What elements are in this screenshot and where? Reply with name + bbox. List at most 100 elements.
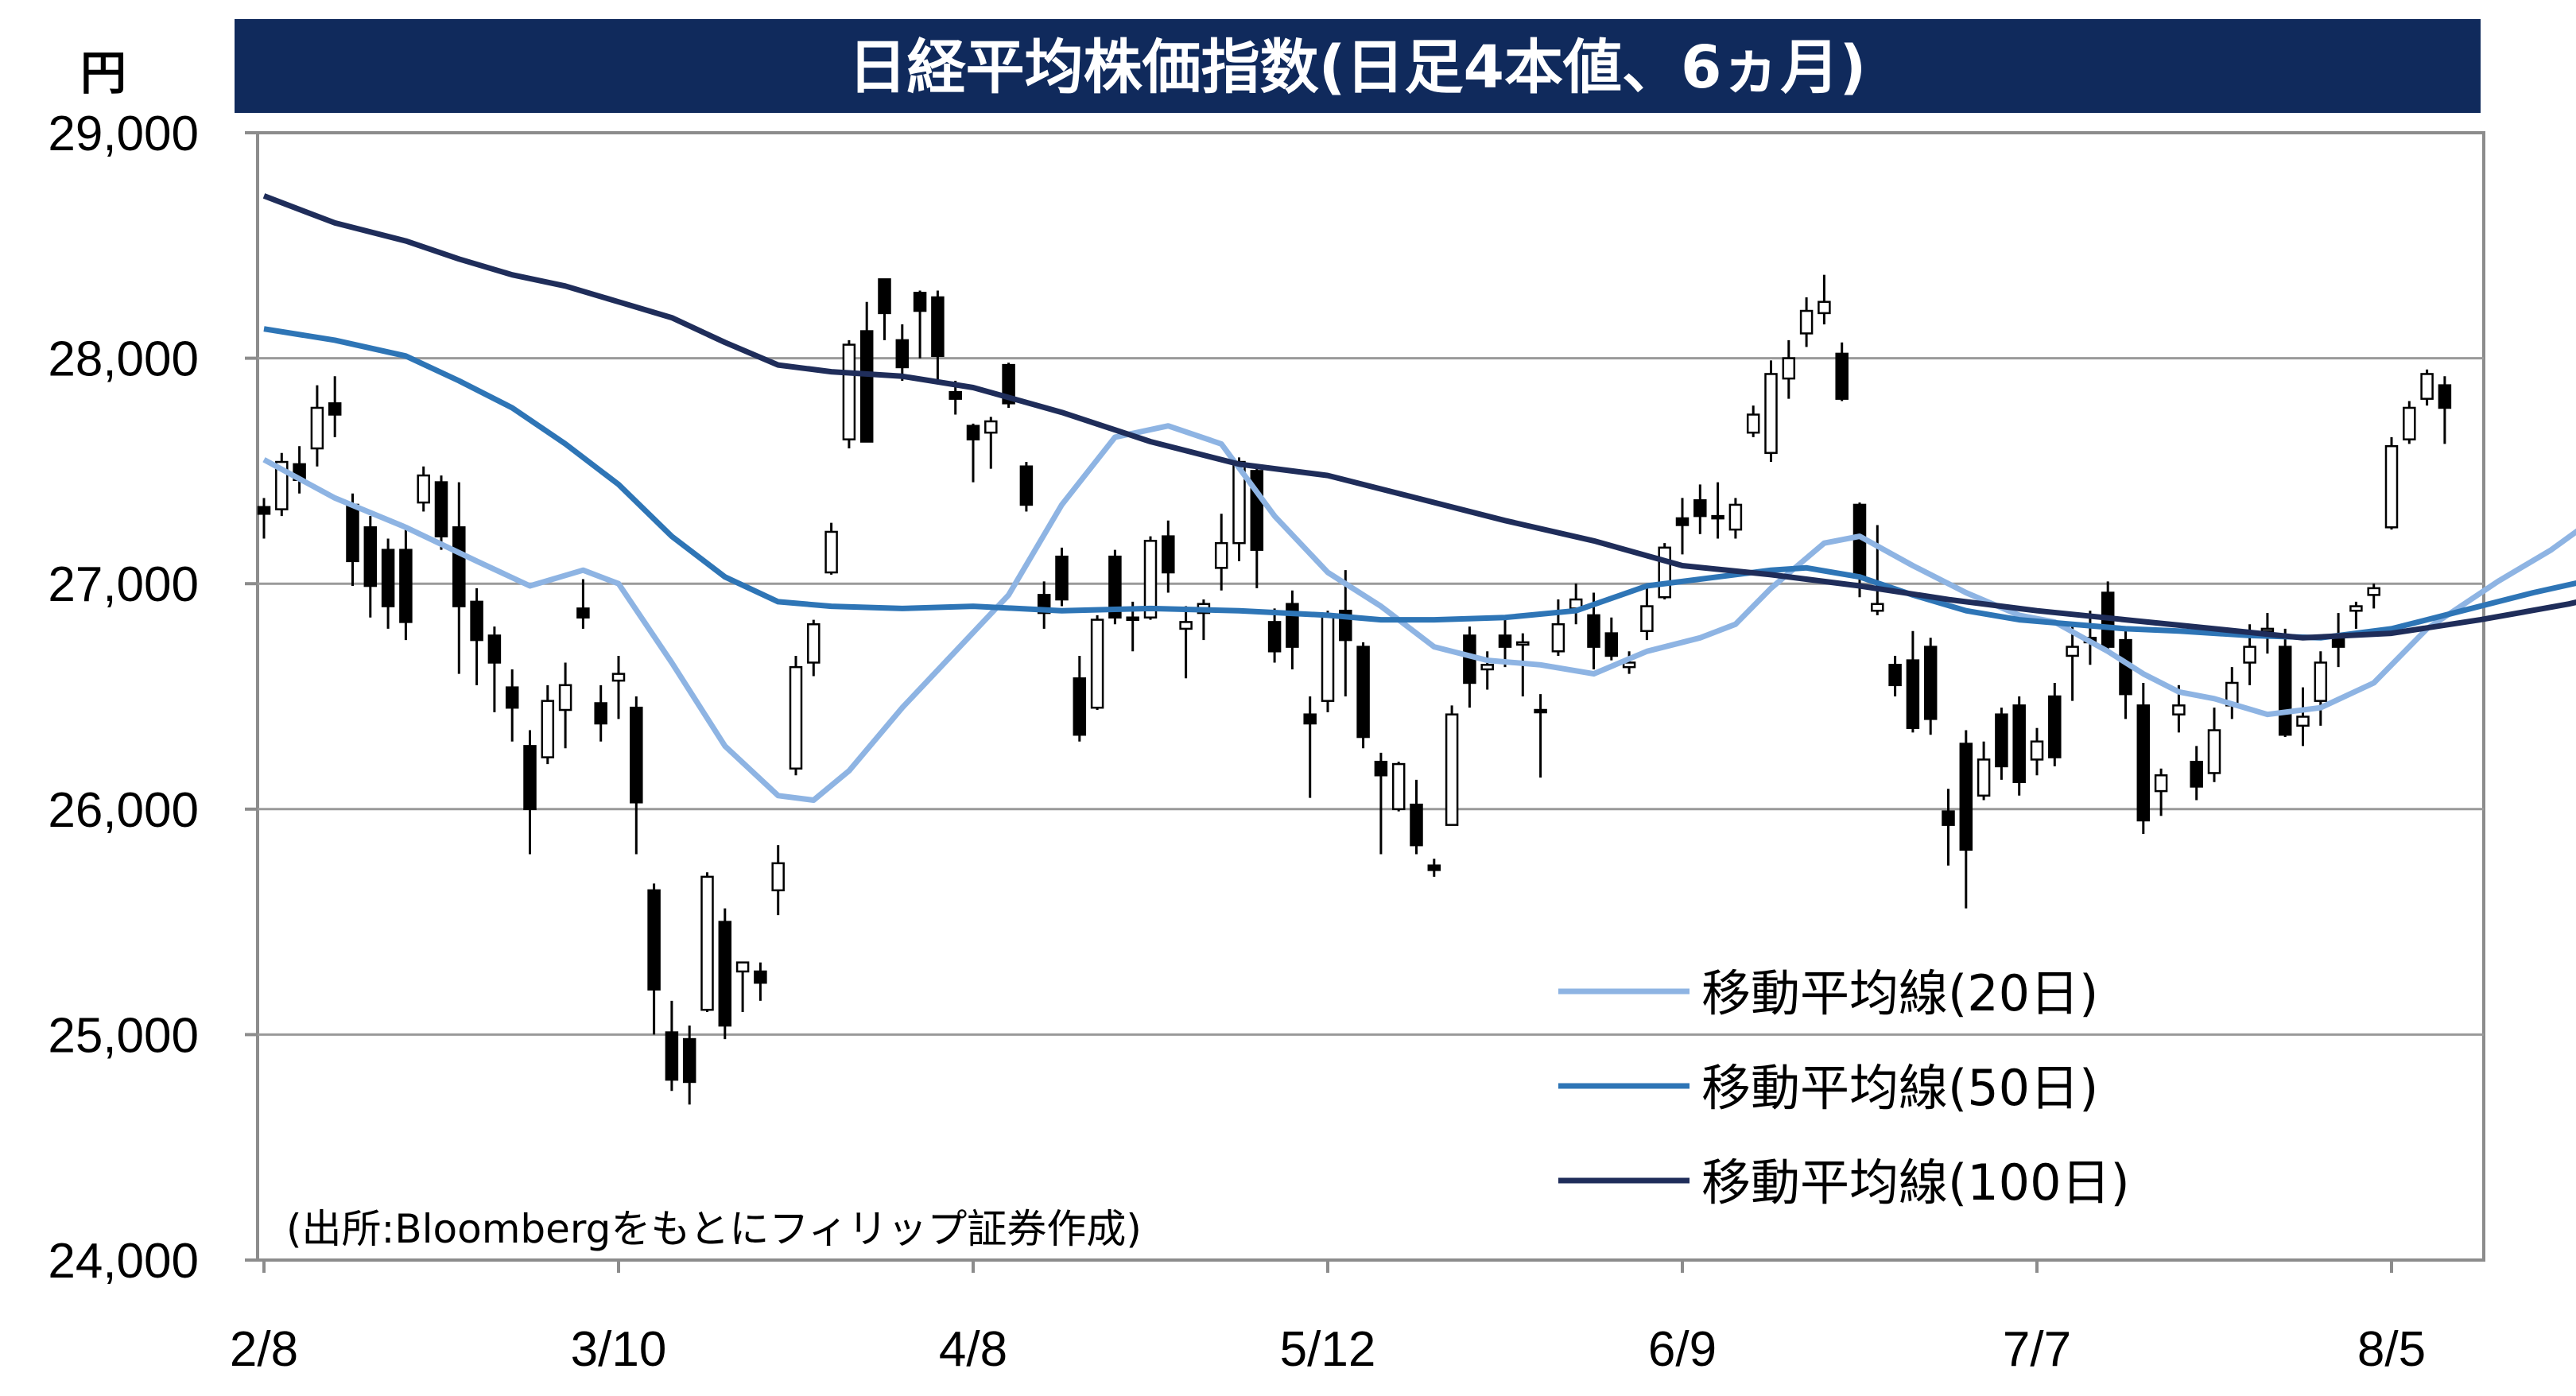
candle bbox=[2207, 708, 2221, 782]
moving-average-line-3 bbox=[262, 193, 2576, 641]
candle bbox=[718, 908, 732, 1040]
candle bbox=[1410, 779, 1423, 855]
candle bbox=[984, 417, 998, 469]
y-gridlines bbox=[258, 357, 2484, 1036]
candle-body-up bbox=[2349, 605, 2363, 612]
source-note: (出所:Bloombergをもとにフィリップ証券作成) bbox=[286, 1206, 1142, 1252]
candle-body-down bbox=[1427, 864, 1441, 871]
candle bbox=[824, 522, 838, 575]
candle-body-up bbox=[1977, 758, 1991, 797]
candle bbox=[1818, 274, 1831, 325]
x-tick-label: 7/7 bbox=[2003, 1322, 2071, 1377]
candle bbox=[1073, 655, 1087, 742]
candle bbox=[1463, 626, 1476, 708]
candle-body-down bbox=[1126, 616, 1139, 621]
candle-body-down bbox=[594, 702, 607, 725]
candle bbox=[878, 278, 891, 340]
candle bbox=[576, 579, 590, 629]
candle bbox=[700, 872, 714, 1013]
candlestick-series bbox=[257, 274, 2452, 1105]
candle-body-down bbox=[1693, 499, 1707, 518]
candle-body-down bbox=[1942, 810, 1955, 826]
candle-body-down bbox=[1356, 646, 1370, 739]
candle-body-down bbox=[346, 503, 359, 563]
candle-body-down bbox=[2190, 760, 2203, 788]
candle-body-up bbox=[1764, 373, 1778, 454]
candle-body-down bbox=[1906, 659, 1920, 729]
candle-body-up bbox=[2207, 729, 2221, 774]
legend-label: 移動平均線(50日) bbox=[1701, 1059, 2098, 1117]
y-tick-label: 27,000 bbox=[48, 557, 199, 612]
candle-body-down bbox=[2438, 384, 2452, 409]
candle-body-down bbox=[1604, 632, 1619, 657]
candle bbox=[647, 883, 661, 1035]
candle bbox=[682, 1026, 696, 1105]
candle-body-down bbox=[381, 549, 395, 607]
candle-body-down bbox=[1888, 664, 1902, 687]
candle-body-up bbox=[310, 406, 324, 450]
candle-body-down bbox=[1711, 514, 1724, 520]
candle bbox=[2367, 584, 2380, 609]
candle-body-up bbox=[1728, 503, 1743, 531]
candle-body-up bbox=[1090, 619, 1104, 709]
candle-body-up bbox=[541, 700, 555, 758]
y-tick-label: 26,000 bbox=[48, 783, 199, 838]
candle-body-up bbox=[984, 420, 998, 434]
candle-body-up bbox=[735, 961, 750, 973]
candle bbox=[2136, 682, 2151, 834]
candle bbox=[1959, 730, 1973, 909]
candle-body-down bbox=[2048, 695, 2062, 758]
candle-body-up bbox=[1622, 661, 1636, 669]
candle bbox=[2030, 727, 2044, 776]
candle bbox=[735, 961, 750, 1013]
candle-body-down bbox=[913, 292, 927, 312]
candle bbox=[966, 423, 980, 483]
candle-body-down bbox=[1410, 803, 1423, 847]
legend: 移動平均線(20日) 移動平均線(50日) 移動平均線(100日) bbox=[1558, 964, 2130, 1212]
candle-body-up bbox=[1818, 301, 1831, 315]
candle-body-down bbox=[2012, 704, 2026, 784]
candle-body-up bbox=[2172, 704, 2186, 715]
candle-body-up bbox=[2066, 646, 2079, 657]
candle bbox=[754, 962, 767, 1001]
candle bbox=[1711, 482, 1724, 539]
candle bbox=[665, 1000, 679, 1092]
candle bbox=[1871, 525, 1884, 615]
candle-body-up bbox=[1143, 540, 1158, 619]
x-tick-label: 8/5 bbox=[2357, 1322, 2426, 1377]
candle-body-up bbox=[1782, 357, 1796, 380]
candle-body-up bbox=[1445, 713, 1459, 826]
moving-average-line-1 bbox=[262, 423, 2576, 803]
candle bbox=[1658, 543, 1671, 600]
candle bbox=[381, 538, 395, 629]
y-tick-label: 24,000 bbox=[48, 1234, 199, 1289]
candle bbox=[1622, 651, 1636, 674]
moving-average-line-2 bbox=[263, 326, 2576, 641]
candle-body-up bbox=[1746, 413, 1760, 434]
candle-body-down bbox=[1108, 555, 1122, 619]
candle-body-down bbox=[1162, 535, 1175, 574]
candle bbox=[1108, 549, 1122, 625]
y-axis-tick-labels: 24,000 25,000 26,000 27,000 28,000 29,000 bbox=[48, 107, 199, 1289]
candle bbox=[1906, 630, 1920, 733]
candle bbox=[594, 684, 607, 742]
candle-body-down bbox=[523, 745, 537, 811]
x-tick-label: 6/9 bbox=[1648, 1322, 1717, 1377]
candle bbox=[2420, 369, 2434, 406]
candle bbox=[2154, 768, 2168, 816]
candle bbox=[1675, 498, 1690, 555]
candle-body-down bbox=[1303, 713, 1317, 725]
candle bbox=[789, 655, 803, 776]
candle-body-down bbox=[1587, 614, 1600, 648]
candle bbox=[470, 587, 483, 685]
candle-body-down bbox=[966, 425, 980, 440]
candle-body-up bbox=[2403, 406, 2416, 440]
candle-body-down bbox=[576, 607, 590, 619]
candle-body-up bbox=[1321, 614, 1335, 702]
candle-body-down bbox=[1534, 708, 1547, 714]
y-unit-label: 円 bbox=[80, 48, 126, 99]
candle bbox=[1799, 297, 1814, 347]
candle-body-up bbox=[1391, 762, 1406, 811]
x-tick-label: 4/8 bbox=[939, 1322, 1007, 1377]
